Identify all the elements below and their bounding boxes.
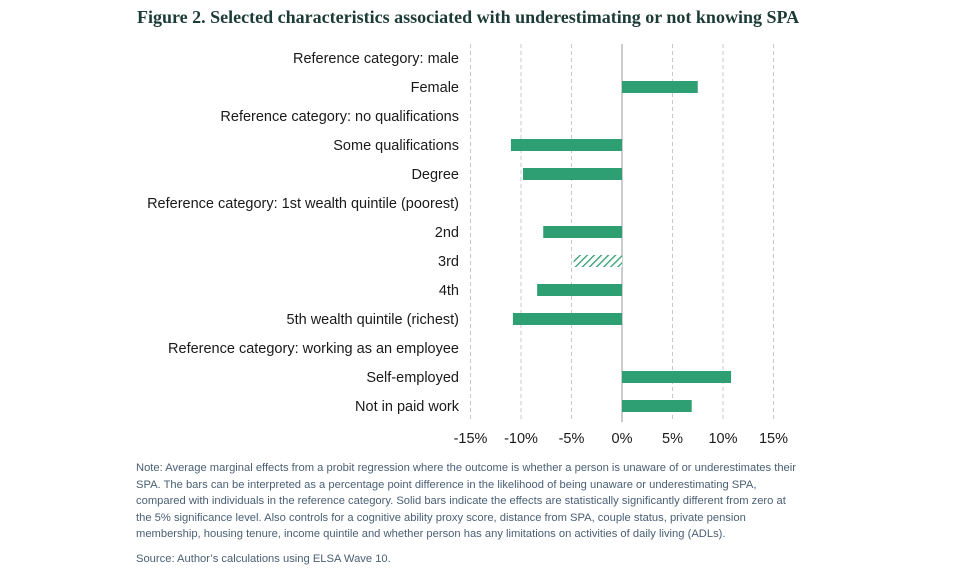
x-tick-label: 10% xyxy=(708,431,737,447)
category-label: Reference category: working as an employ… xyxy=(168,341,459,357)
category-label: Female xyxy=(411,80,459,96)
category-label: Self-employed xyxy=(366,370,459,386)
bar xyxy=(543,226,622,238)
category-label: Reference category: male xyxy=(293,51,459,67)
category-label: 4th xyxy=(439,283,459,299)
category-label: 3rd xyxy=(438,254,459,270)
bar xyxy=(537,284,622,296)
bar xyxy=(622,81,698,93)
x-tick-label: -10% xyxy=(504,431,538,447)
category-labels: Reference category: male Female Reference … xyxy=(147,51,460,415)
bar xyxy=(512,313,622,325)
x-tick-label: 5% xyxy=(662,431,683,447)
figure-note: Note: Average marginal effects from a pr… xyxy=(136,462,796,541)
category-label: Reference category: 1st wealth quintile … xyxy=(147,196,459,212)
bar-not-significant xyxy=(573,255,622,267)
figure-source: Source: Author’s calculations using ELSA… xyxy=(136,553,391,565)
chart-title: Figure 2. Selected characteristics assoc… xyxy=(137,7,800,27)
x-tick-label: -15% xyxy=(454,431,488,447)
category-label: Not in paid work xyxy=(355,399,460,415)
bar xyxy=(510,139,622,151)
bar xyxy=(622,400,692,412)
category-label: 5th wealth quintile (richest) xyxy=(287,312,459,328)
x-tick-label: 0% xyxy=(612,431,633,447)
x-tick-labels: -15% -10% -5% 0% 5% 10% 15% xyxy=(454,431,789,447)
category-label: 2nd xyxy=(435,225,459,241)
bar-chart: Reference category: male Female Reference … xyxy=(147,44,789,447)
category-label: Degree xyxy=(411,167,459,183)
bars xyxy=(510,81,732,412)
category-label: Reference category: no qualifications xyxy=(220,109,459,125)
category-label: Some qualifications xyxy=(333,138,459,154)
bar xyxy=(622,371,732,383)
x-tick-label: 15% xyxy=(759,431,788,447)
x-tick-label: -5% xyxy=(559,431,585,447)
bar xyxy=(523,168,622,180)
